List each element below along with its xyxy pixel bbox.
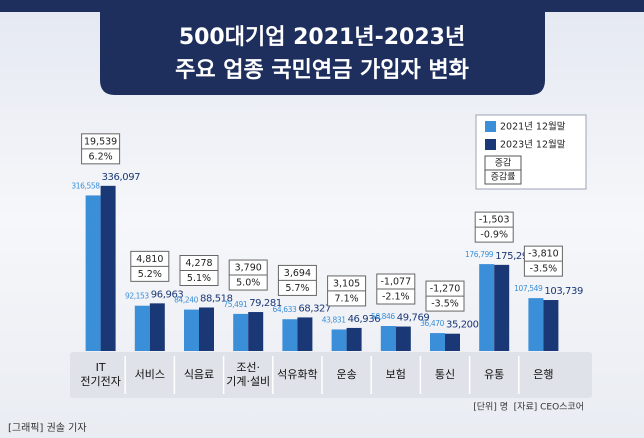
change-label: 3,694 (284, 268, 311, 279)
change-rate-label: 5.7% (285, 283, 309, 294)
legend-label: 2023년 12월말 (500, 139, 566, 151)
value-label: 46,936 (348, 314, 381, 325)
x-tick-label: 유통 (484, 368, 504, 381)
value-label: 336,097 (102, 172, 141, 183)
value-label: 88,518 (200, 293, 233, 304)
change-rate-label: 5.1% (187, 273, 211, 284)
value-label: 176,799 (465, 250, 494, 259)
change-rate-label: -2.1% (382, 292, 410, 303)
change-label: -1,077 (380, 277, 411, 288)
value-label: 175,296 (495, 251, 534, 262)
x-tick-label: 서비스 (135, 368, 165, 381)
value-label: 103,739 (544, 286, 583, 297)
value-label: 35,200 (446, 320, 479, 331)
x-tick-label: 석유화학 (277, 368, 317, 381)
x-tick-label: 통신 (435, 368, 455, 381)
bar (233, 313, 249, 351)
x-tick-label: IT 전기전자 (80, 361, 120, 388)
credit: [그래픽] 권솔 기자 (8, 422, 87, 434)
value-label: 92,153 (125, 292, 149, 301)
value-label: 75,491 (223, 300, 247, 309)
change-label: 19,539 (84, 136, 117, 147)
value-label: 96,963 (151, 289, 184, 300)
x-tick-label: 조선· 기계·설비 (226, 361, 270, 388)
bar (282, 319, 298, 351)
bar (199, 307, 214, 351)
value-label: 49,769 (397, 313, 430, 324)
change-rate-label: 7.1% (335, 293, 359, 304)
bar (85, 195, 101, 351)
change-label: -3,810 (528, 249, 559, 260)
change-rate-label: 5.2% (138, 269, 162, 280)
value-label: 107,549 (514, 284, 543, 293)
bar (248, 312, 264, 351)
bar (331, 329, 347, 351)
x-tick-label: 보험 (386, 368, 406, 381)
value-label: 50,846 (371, 312, 395, 321)
value-label: 43,831 (322, 315, 346, 324)
bar (100, 185, 116, 351)
change-rate-label: 6.2% (89, 151, 113, 162)
value-label: 84,240 (174, 296, 198, 305)
change-label: 3,790 (235, 263, 262, 274)
legend-swatch (485, 139, 496, 150)
unit-note: [단위] 명 (473, 402, 508, 413)
change-rate-label: -3.5% (431, 299, 459, 310)
bar (479, 264, 495, 351)
source-note: [자료] CEO스코어 (514, 402, 584, 413)
bar (528, 298, 544, 351)
value-label: 79,281 (249, 298, 282, 309)
bar (346, 327, 362, 351)
change-rate-label: -0.9% (480, 230, 508, 241)
bar (543, 300, 559, 351)
bar (149, 303, 165, 351)
value-label: 64,633 (273, 305, 297, 314)
chart-title: 500대기업 2021년-2023년 (179, 25, 465, 50)
category-band (70, 352, 592, 398)
x-tick-label: 운송 (336, 368, 356, 381)
bar (395, 326, 411, 351)
bar (134, 305, 150, 351)
value-label: 316,558 (71, 181, 100, 190)
bar (430, 333, 445, 351)
chart-subtitle: 주요 업종 국민연금 가입자 변화 (175, 58, 469, 83)
bar (184, 309, 199, 351)
legend-label: 2021년 12월말 (500, 121, 566, 133)
x-tick-label: 식음료 (184, 368, 214, 381)
change-label: 4,278 (185, 258, 212, 269)
value-label: 36,470 (420, 319, 444, 328)
change-rate-label: 5.0% (236, 278, 260, 289)
value-label: 68,327 (298, 303, 331, 314)
change-label: 4,810 (136, 254, 163, 265)
change-label: 3,105 (333, 278, 360, 289)
bar (297, 317, 313, 351)
change-label: -1,503 (479, 215, 510, 226)
bar (445, 333, 460, 351)
change-label: -1,270 (430, 284, 461, 295)
legend-swatch (485, 121, 496, 132)
legend-change: 증감 (495, 157, 512, 169)
legend-change-rate: 증감률 (491, 171, 516, 183)
bar (494, 264, 510, 351)
bar (380, 326, 396, 351)
title-banner (100, 0, 545, 95)
x-tick-label: 은행 (533, 368, 553, 381)
change-rate-label: -3.5% (530, 264, 558, 275)
